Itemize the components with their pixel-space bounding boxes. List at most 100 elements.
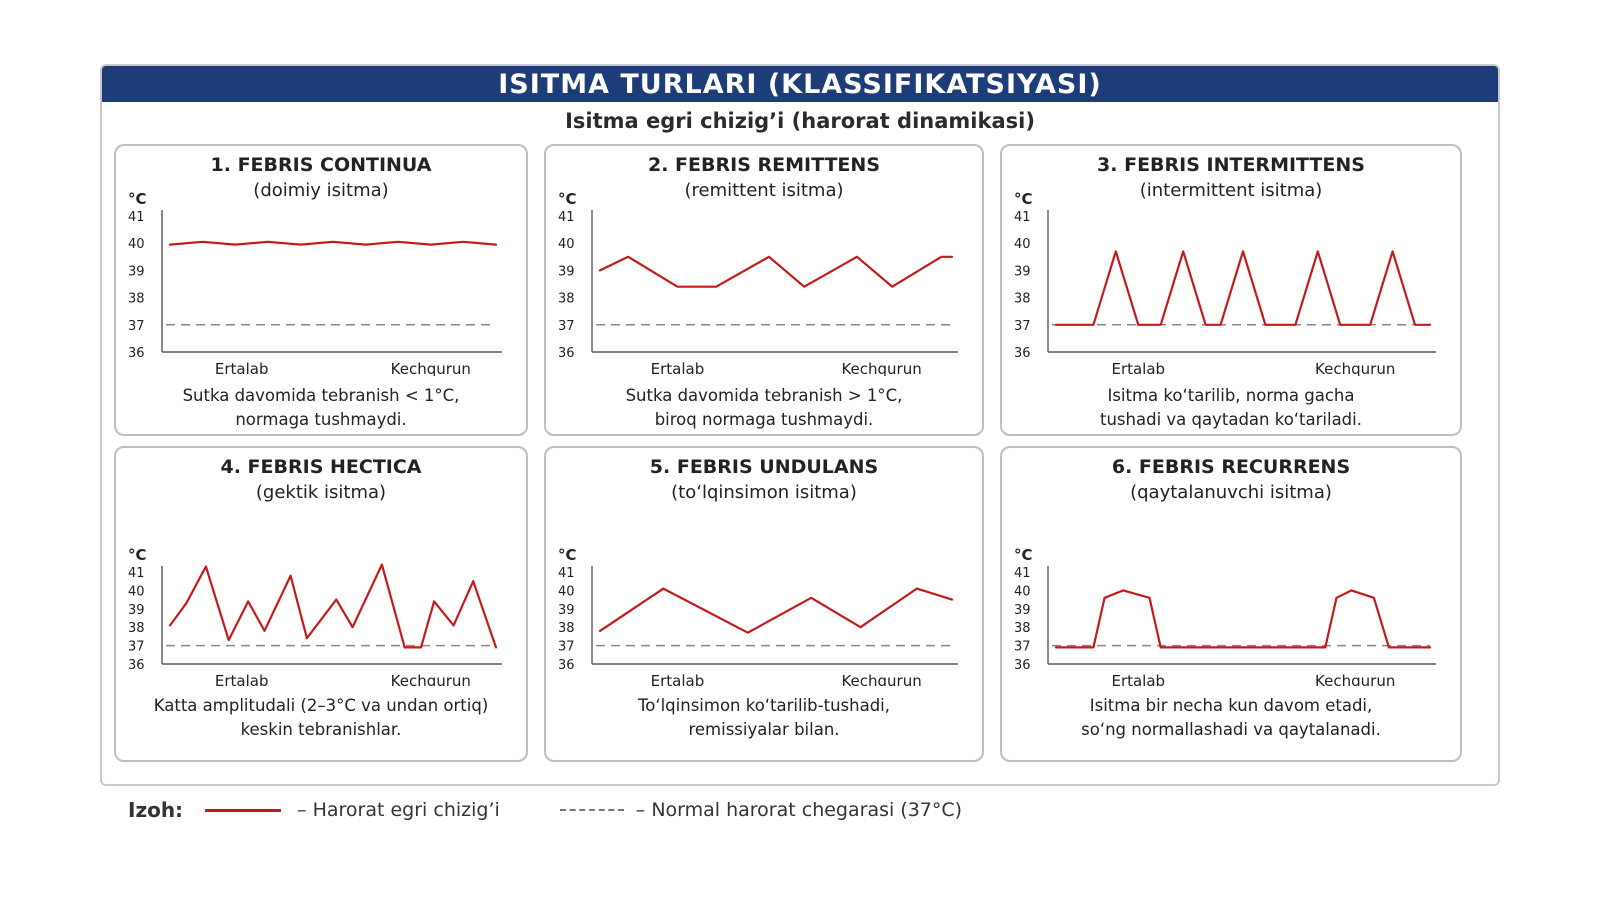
fever-chart-undulans: °C 41 40 39 38 37 36 Ertalab Kechqurun (558, 546, 958, 686)
x-label-morning: Ertalab (215, 672, 269, 686)
x-label-morning: Ertalab (651, 360, 705, 376)
y-tick-label: 41 (558, 566, 575, 581)
panel-hectica: 4. FEBRIS HECTICA (gektik isitma) °C 41 40… (114, 446, 528, 762)
panel-description: Katta amplitudali (2–3°C va undan ortiq)… (116, 694, 526, 742)
y-tick-label: 37 (558, 640, 575, 655)
description-line-1: Katta amplitudali (2–3°C va undan ortiq) (153, 696, 489, 715)
y-tick-label: 38 (558, 621, 575, 636)
panel-description: To‘lqinsimon ko‘tarilib-tushadi, remissi… (546, 694, 982, 742)
panel-subtitle: (doimiy isitma) (253, 180, 389, 201)
x-label-evening: Kechqurun (391, 360, 471, 376)
panel-title: 2. FEBRIS REMITTENS (648, 154, 880, 176)
panel-description: Sutka davomida tebranish > 1°C, biroq no… (546, 384, 982, 432)
temperature-curve (168, 240, 498, 246)
y-tick-label: 36 (128, 658, 145, 673)
y-tick-label: 39 (128, 264, 145, 279)
page-title: ISITMA TURLARI (KLASSIFIKATSIYASI) (102, 66, 1498, 102)
y-tick-label: 41 (558, 210, 575, 225)
panel-subtitle: (qaytalanuvchi isitma) (1130, 482, 1332, 503)
y-tick-label: 38 (128, 292, 145, 307)
panel-continua: 1. FEBRIS CONTINUA (doimiy isitma) °C 41 4… (114, 144, 528, 436)
panel-title: 1. FEBRIS CONTINUA (210, 154, 432, 176)
temperature-curve (1054, 589, 1432, 649)
y-tick-label: 40 (128, 237, 145, 252)
axis-unit-label: °C (128, 190, 147, 208)
description-line-1: Sutka davomida tebranish < 1°C, (182, 386, 460, 405)
y-tick-label: 40 (128, 584, 145, 599)
description-line-2: normaga tushmaydi. (235, 410, 407, 429)
panel-subtitle: (to‘lqinsimon isitma) (671, 482, 857, 503)
axis-unit-label: °C (128, 546, 147, 564)
description-line-2: biroq normaga tushmaydi. (654, 410, 874, 429)
temperature-curve (598, 255, 954, 288)
description-line-1: Isitma ko‘tarilib, norma gacha (1107, 386, 1355, 405)
panel-subtitle: (intermittent isitma) (1139, 180, 1323, 201)
y-tick-label: 37 (128, 640, 145, 655)
legend-label: Izoh: (128, 798, 184, 822)
y-tick-label: 37 (1014, 319, 1031, 334)
panel-intermittens: 3. FEBRIS INTERMITTENS (intermittent isi… (1000, 144, 1462, 436)
panel-title: 3. FEBRIS INTERMITTENS (1097, 154, 1365, 176)
y-tick-label: 41 (1014, 210, 1031, 225)
y-tick-label: 40 (1014, 237, 1031, 252)
axis-unit-label: °C (558, 546, 577, 564)
axis-unit-label: °C (1014, 190, 1033, 208)
panel-description: Isitma ko‘tarilib, norma gacha tushadi v… (1002, 384, 1460, 432)
description-line-2: tushadi va qaytadan ko‘tariladi. (1100, 410, 1362, 429)
fever-chart-hectica: °C 41 40 39 38 37 36 Ertalab Kechqurun (128, 546, 502, 686)
x-label-morning: Ertalab (651, 672, 705, 686)
axis-unit-label: °C (558, 190, 577, 208)
description-line-2: keskin tebranishlar. (240, 720, 402, 739)
y-tick-label: 40 (1014, 584, 1031, 599)
panel-subtitle: (gektik isitma) (255, 482, 387, 503)
panel-title: 4. FEBRIS HECTICA (220, 456, 422, 478)
description-line-2: remissiyalar bilan. (688, 720, 840, 739)
legend-normal-text: – Normal harorat chegarasi (37°C) (635, 799, 963, 821)
panel-undulans: 5. FEBRIS UNDULANS (to‘lqinsimon isitma)… (544, 446, 984, 762)
y-tick-label: 37 (1014, 640, 1031, 655)
y-tick-label: 38 (1014, 621, 1031, 636)
legend-normal-swatch (559, 809, 624, 811)
axis-unit-label: °C (1014, 546, 1033, 564)
x-label-evening: Kechqurun (1315, 672, 1395, 686)
x-label-evening: Kechqurun (1315, 360, 1395, 376)
panel-subtitle: (remittent isitma) (684, 180, 844, 201)
temperature-curve (168, 563, 498, 649)
fever-chart-intermittens: °C 41 40 39 38 37 36 Ertalab Kechqurun (1014, 190, 1436, 376)
y-tick-label: 37 (558, 319, 575, 334)
panel-remittens: 2. FEBRIS REMITTENS (remittent isitma) °… (544, 144, 984, 436)
y-tick-label: 36 (128, 346, 145, 361)
description-line-1: To‘lqinsimon ko‘tarilib-tushadi, (637, 696, 890, 715)
legend-curve-swatch (205, 808, 282, 812)
fever-chart-remittens: °C 41 40 39 38 37 36 Ertalab Kechqurun (558, 190, 958, 376)
y-tick-label: 38 (558, 292, 575, 307)
panel-recurrens: 6. FEBRIS RECURRENS (qaytalanuvchi isitm… (1000, 446, 1462, 762)
x-label-morning: Ertalab (1111, 672, 1165, 686)
y-tick-label: 36 (1014, 346, 1031, 361)
y-tick-label: 41 (128, 566, 145, 581)
y-tick-label: 39 (128, 603, 145, 618)
description-line-1: Isitma bir necha kun davom etadi, (1089, 696, 1373, 715)
x-label-morning: Ertalab (1111, 360, 1165, 376)
fever-chart-continua: °C 41 40 39 38 37 36 Ertalab Kechqurun (128, 190, 502, 376)
panel-description: Isitma bir necha kun davom etadi, so‘ng … (1002, 694, 1460, 742)
y-tick-label: 41 (1014, 566, 1031, 581)
y-tick-label: 38 (128, 621, 145, 636)
legend-curve-text: – Harorat egri chizig’i (297, 799, 500, 821)
panel-title: 6. FEBRIS RECURRENS (1111, 456, 1351, 478)
y-tick-label: 36 (558, 346, 575, 361)
panel-description: Sutka davomida tebranish < 1°C, normaga … (116, 384, 526, 432)
y-tick-label: 39 (558, 264, 575, 279)
y-tick-label: 39 (1014, 264, 1031, 279)
y-tick-label: 41 (128, 210, 145, 225)
fever-chart-recurrens: °C 41 40 39 38 37 36 Ertalab Kechqurun (1014, 546, 1436, 686)
legend: Izoh: – Harorat egri chizig’i – Normal h… (128, 795, 962, 825)
x-label-evening: Kechqurun (841, 672, 921, 686)
y-tick-label: 40 (558, 584, 575, 599)
panel-title: 5. FEBRIS UNDULANS (649, 456, 879, 478)
y-tick-label: 40 (558, 237, 575, 252)
x-label-morning: Ertalab (215, 360, 269, 376)
y-tick-label: 36 (1014, 658, 1031, 673)
temperature-curve (598, 587, 954, 634)
page-subtitle: Isitma egri chizig’i (harorat dinamikasi… (565, 109, 1035, 133)
